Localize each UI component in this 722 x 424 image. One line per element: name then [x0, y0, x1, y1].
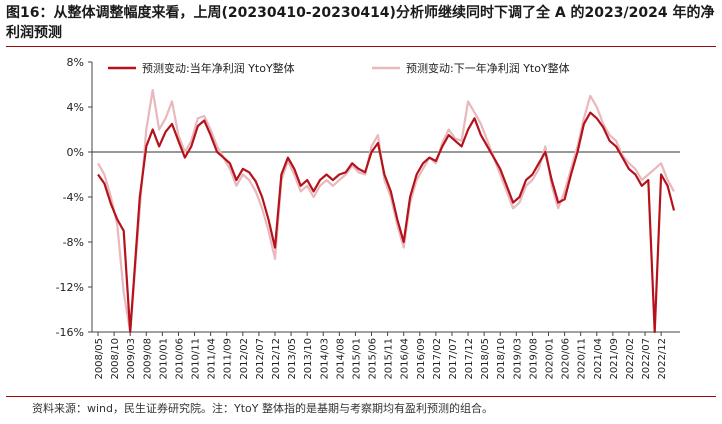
- x-tick-label: 2019/08: [528, 338, 539, 380]
- source-note: 资料来源：wind，民生证券研究院。注：YtoY 整体指的是基期与考察期均有盈利…: [32, 402, 493, 415]
- x-tick-label: 2014/03: [319, 338, 330, 380]
- title-rule: [6, 46, 716, 47]
- legend-label: 预测变动:下一年净利润 YtoY整体: [406, 61, 570, 75]
- line-chart: -16% -12% -8% -4% 0% 4% 8% 2008/05 2008/10 2009/…: [56, 56, 680, 380]
- chart-axes: [91, 62, 680, 333]
- x-tick-label: 2022/12: [657, 338, 668, 380]
- x-tick-label: 2020/06: [561, 338, 572, 380]
- x-tick-label: 2022/07: [641, 338, 652, 380]
- x-tick-label: 2019/03: [512, 338, 523, 380]
- figure-title: 图16：从整体调整幅度来看，上周(20230410-20230414)分析师继续…: [6, 5, 715, 41]
- x-tick-label: 2012/07: [255, 338, 266, 380]
- x-axis-ticks: 2008/05 2008/10 2009/03 2009/08 2010/01 2010/…: [94, 332, 668, 380]
- x-tick-label: 2013/05: [287, 338, 298, 380]
- x-tick-label: 2020/01: [545, 338, 556, 380]
- x-tick-label: 2020/11: [577, 338, 588, 380]
- y-tick-label: -4%: [63, 191, 84, 204]
- note-rule: [6, 396, 716, 397]
- x-tick-label: 2009/03: [126, 338, 137, 380]
- x-tick-label: 2017/12: [464, 338, 475, 380]
- x-tick-label: 2021/04: [593, 338, 604, 380]
- x-tick-label: 2010/01: [158, 338, 169, 380]
- series-line-next-year: [97, 89, 675, 334]
- x-tick-label: 2015/06: [368, 338, 379, 380]
- x-tick-label: 2013/10: [303, 338, 314, 380]
- x-tick-label: 2017/02: [432, 338, 443, 380]
- y-tick-label: -16%: [56, 326, 84, 339]
- x-tick-label: 2010/06: [174, 338, 185, 380]
- x-tick-label: 2008/10: [110, 338, 121, 380]
- x-tick-label: 2011/09: [223, 338, 234, 380]
- legend-label: 预测变动:当年净利润 YtoY整体: [142, 61, 295, 75]
- x-tick-label: 2010/11: [191, 338, 202, 380]
- x-tick-label: 2011/04: [207, 338, 218, 380]
- x-tick-label: 2022/02: [625, 338, 636, 380]
- series-line-current-year: [97, 111, 676, 334]
- y-tick-label: -8%: [63, 236, 84, 249]
- x-tick-label: 2017/07: [448, 338, 459, 380]
- y-tick-label: -12%: [56, 281, 84, 294]
- x-tick-label: 2009/08: [142, 338, 153, 380]
- x-tick-label: 2014/08: [335, 338, 346, 380]
- chart-legend: 预测变动:当年净利润 YtoY整体 预测变动:下一年净利润 YtoY整体: [108, 61, 570, 75]
- y-tick-label: 8%: [67, 56, 84, 69]
- y-tick-label: 4%: [67, 101, 84, 114]
- x-tick-label: 2016/04: [400, 338, 411, 380]
- x-tick-label: 2021/09: [609, 338, 620, 380]
- x-tick-label: 2015/11: [384, 338, 395, 380]
- x-tick-label: 2018/10: [496, 338, 507, 380]
- x-tick-label: 2012/02: [239, 338, 250, 380]
- x-tick-label: 2016/09: [416, 338, 427, 380]
- series-lines: [97, 89, 676, 334]
- y-axis-ticks: -16% -12% -8% -4% 0% 4% 8%: [56, 56, 92, 339]
- x-tick-label: 2012/12: [271, 338, 282, 380]
- y-tick-label: 0%: [67, 146, 84, 159]
- x-tick-label: 2008/05: [94, 338, 105, 380]
- x-tick-label: 2015/01: [351, 338, 362, 380]
- x-tick-label: 2018/05: [480, 338, 491, 380]
